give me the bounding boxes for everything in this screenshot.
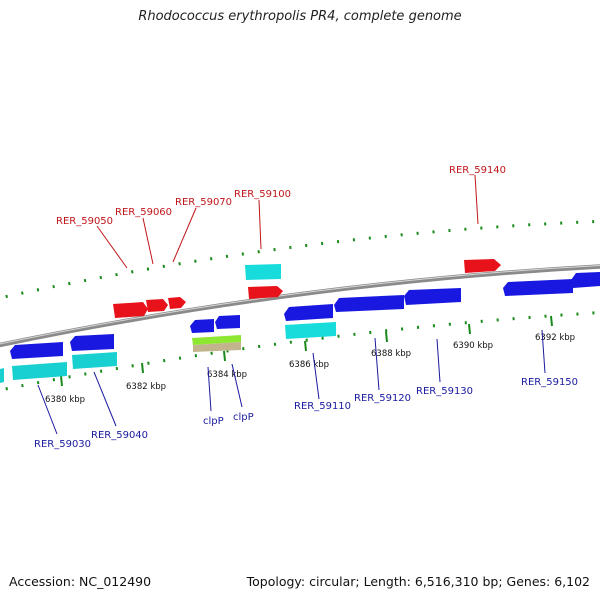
- gene-RER_59110: [285, 322, 336, 339]
- gene-RER_59040: [72, 352, 117, 369]
- gene-rrna-green: [192, 335, 241, 345]
- gene-clpP-1: [190, 319, 214, 333]
- accession-label: Accession: NC_012490: [9, 574, 152, 589]
- gene-RER_59100: [248, 286, 283, 299]
- reverse-tick-ring: [0, 311, 600, 392]
- scale-label-6388: 6388 kbp: [371, 349, 411, 359]
- gene-RER_59120: [334, 295, 404, 312]
- label-RER_59120: RER_59120: [354, 393, 411, 404]
- gene-RER_59140: [464, 259, 501, 273]
- scale-ticks: [60, 315, 553, 387]
- scale-label-6392: 6392 kbp: [535, 333, 575, 343]
- scale-label-6382: 6382 kbp: [126, 382, 166, 392]
- gene-RER_59030: [12, 362, 67, 380]
- label-RER_59140: RER_59140: [449, 165, 506, 176]
- reverse-genes[interactable]: [0, 272, 600, 383]
- scale-label-6386: 6386 kbp: [289, 360, 329, 370]
- gene-clpP-2: [215, 315, 240, 329]
- label-RER_59030: RER_59030: [34, 439, 91, 450]
- genome-backbone-highlight: [0, 265, 600, 345]
- gene-right-edge: [571, 272, 600, 288]
- gene-RER_59100-cds: [245, 264, 281, 280]
- label-clpP-2: clpP: [233, 412, 254, 423]
- gene-RER_59050: [113, 302, 148, 318]
- label-RER_59110: RER_59110: [294, 401, 351, 412]
- label-clpP-1: clpP: [203, 416, 224, 427]
- label-RER_59150: RER_59150: [521, 377, 578, 388]
- label-RER_59130: RER_59130: [416, 386, 473, 397]
- label-RER_59050: RER_59050: [56, 216, 113, 227]
- label-RER_59060: RER_59060: [115, 207, 172, 218]
- gene-RER_59070: [168, 297, 186, 309]
- scale-label-6390: 6390 kbp: [453, 341, 493, 351]
- label-RER_59070: RER_59070: [175, 197, 232, 208]
- scale-label-6384: 6384 kbp: [207, 370, 247, 380]
- reverse-labels: RER_59030 RER_59040 clpP clpP RER_59110 …: [34, 329, 578, 450]
- genome-backbone: [0, 264, 600, 348]
- gene-left-edge: [0, 368, 4, 383]
- gene-rrna-tan: [193, 342, 241, 352]
- label-RER_59100: RER_59100: [234, 189, 291, 200]
- scale-labels: 6380 kbp 6382 kbp 6384 kbp 6386 kbp 6388…: [45, 333, 575, 405]
- gene-RER_59150: [503, 279, 573, 296]
- gene-RER_59110-a: [284, 304, 333, 321]
- map-title: Rhodococcus erythropolis PR4, complete g…: [138, 9, 462, 24]
- scale-label-6380: 6380 kbp: [45, 395, 85, 405]
- genome-summary: Topology: circular; Length: 6,516,310 bp…: [246, 574, 590, 589]
- forward-genes[interactable]: [113, 259, 501, 318]
- forward-labels: RER_59050 RER_59060 RER_59070 RER_59100 …: [56, 165, 506, 269]
- label-RER_59040: RER_59040: [91, 430, 148, 441]
- gene-RER_59040-a: [70, 334, 114, 351]
- gene-rev-1: [10, 342, 63, 359]
- gene-RER_59130: [404, 288, 461, 305]
- gene-RER_59060: [146, 299, 168, 312]
